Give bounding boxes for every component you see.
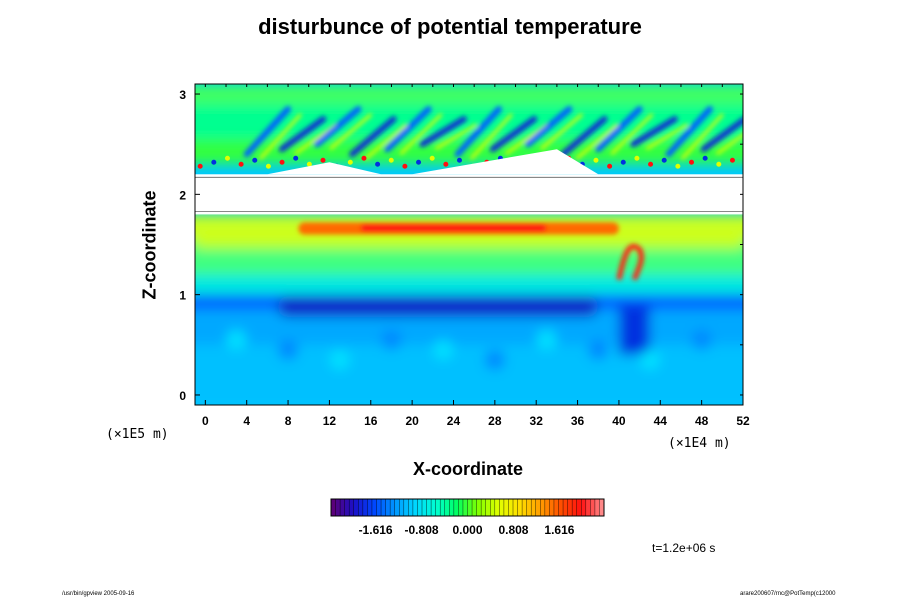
colorbar-tick-label: -0.808 [405,523,439,537]
x-tick-label: 8 [285,414,292,428]
x-tick-label: 28 [488,414,502,428]
heatmap-field [195,84,743,405]
colorbar-tick-label: 0.000 [452,523,482,537]
x-tick-label: 24 [447,414,461,428]
x-unit-right: (×1E4 m) [668,436,731,451]
y-tick-label: 3 [179,88,186,102]
x-tick-label: 20 [405,414,419,428]
x-tick-label: 16 [364,414,378,428]
x-tick-label: 4 [243,414,250,428]
footer-left: /usr/bin/gpview 2005-09-16 [62,591,135,597]
x-axis: 0 4 8 12 16 20 24 28 32 36 40 44 48 52 [202,84,750,428]
x-unit-left: (×1E5 m) [106,427,169,442]
y-axis-label: Z-coordinate [139,190,160,300]
y-axis: 0 1 2 3 [179,88,743,403]
x-tick-label: 36 [571,414,585,428]
x-tick-label: 0 [202,414,209,428]
y-tick-label: 0 [179,389,186,403]
footer-right: arare200607/rnc@PotTemp(c12000 [740,591,836,597]
x-tick-label: 40 [612,414,626,428]
x-tick-label: 32 [530,414,544,428]
x-tick-label: 12 [323,414,337,428]
colorbar: -1.616 -0.808 0.000 0.808 1.616 [330,498,605,537]
x-tick-label: 44 [654,414,668,428]
time-label: t=1.2e+06 s [652,541,716,555]
colorbar-tick-label: 0.808 [498,523,528,537]
x-axis-label: X-coordinate [412,459,523,479]
y-tick-label: 1 [179,289,186,303]
x-tick-label: 52 [736,414,750,428]
colorbar-tick-label: -1.616 [359,523,393,537]
x-tick-label: 48 [695,414,709,428]
y-tick-label: 2 [179,188,186,202]
colorbar-tick-label: 1.616 [544,523,574,537]
chart-title: disturbunce of potential temperature [258,14,642,39]
